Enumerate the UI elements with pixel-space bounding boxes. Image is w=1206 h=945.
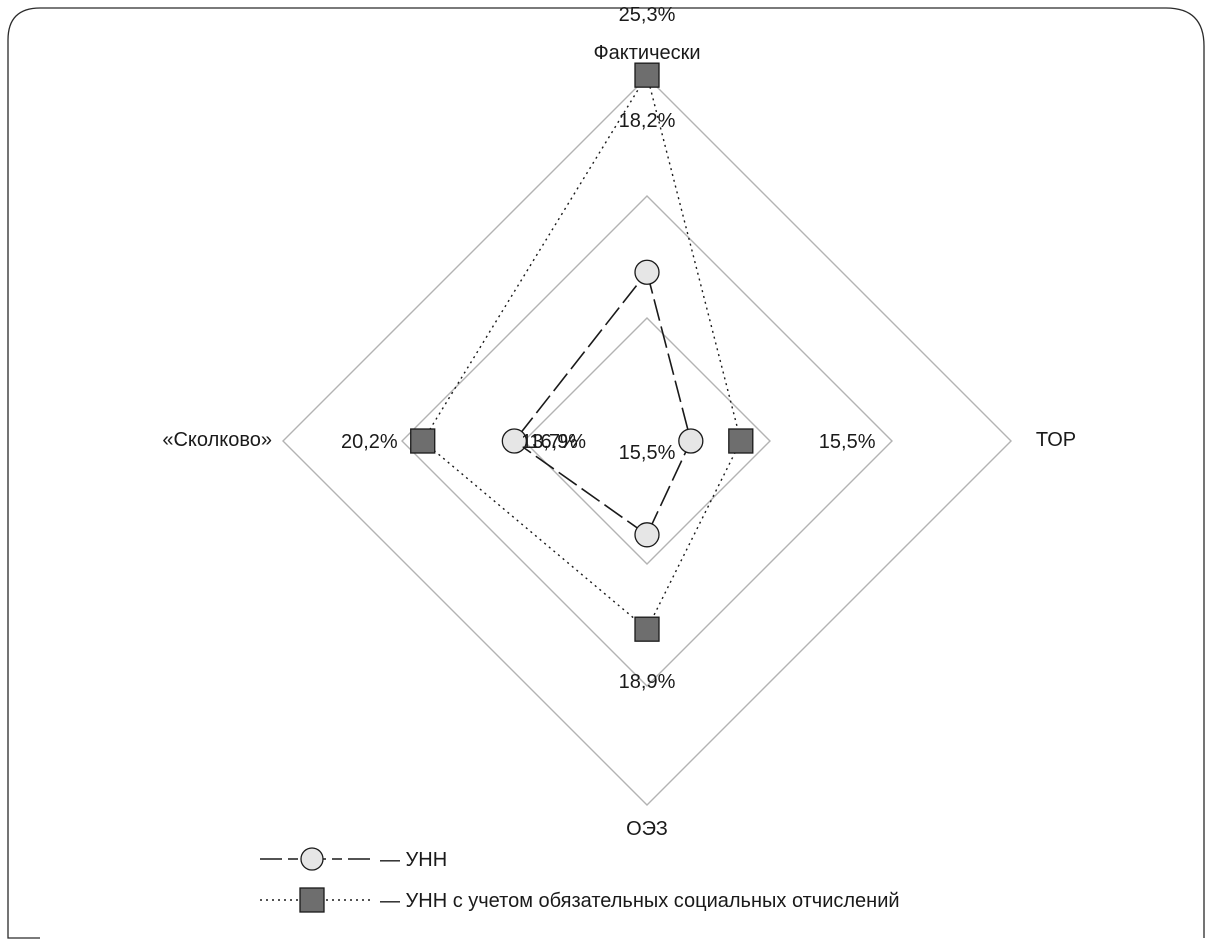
- legend-swatch-square: [299, 887, 325, 913]
- data-point-unn-social-3: [410, 428, 436, 454]
- data-label-unn-social-1: 15,5%: [819, 431, 876, 453]
- data-point-unn-social-2: [634, 616, 660, 642]
- data-point-unn-3: [501, 428, 527, 454]
- radar-series-layer: [410, 62, 754, 642]
- series-line-unn: [513, 270, 692, 537]
- data-label-unn-3: 16,9%: [529, 431, 586, 453]
- axis-label-right: ТОР: [1036, 429, 1076, 451]
- data-label-unn-social-0: 25,3%: [619, 4, 676, 26]
- radar-labels-layer: 25,3% 15,5% 18,9% 20,2% 18,2% 13,7% 15,5% 16,9%: [341, 4, 876, 693]
- axis-label-left: «Сколково»: [162, 429, 272, 451]
- data-label-unn-1: 13,7%: [521, 431, 578, 453]
- axis-label-top: Фактически: [593, 42, 700, 64]
- data-label-unn-social-3: 20,2%: [341, 431, 398, 453]
- data-label-unn-social-2: 18,9%: [619, 671, 676, 693]
- legend-label-unn-social: — УНН с учетом обязательных социальных о…: [380, 890, 900, 912]
- data-point-unn-0: [634, 259, 660, 285]
- legend-swatch-circle: [300, 847, 324, 871]
- data-point-unn-1: [678, 428, 704, 454]
- data-label-unn-2: 15,5%: [619, 442, 676, 464]
- axis-label-bottom: ОЭЗ: [626, 818, 668, 840]
- data-label-unn-0: 18,2%: [619, 110, 676, 132]
- series-line-unn-social: [421, 73, 742, 631]
- grid-ring-1: [523, 317, 771, 565]
- legend-label-unn: — УНН: [380, 849, 447, 871]
- radar-grid: [282, 76, 1012, 806]
- data-point-unn-2: [634, 522, 660, 548]
- grid-ring-2: [401, 195, 893, 687]
- axis-labels: Фактически ТОР ОЭЗ «Сколково»: [162, 42, 1076, 840]
- legend: — УНН — УНН с учетом обязательных социал…: [260, 847, 900, 913]
- figure-frame: [7, 7, 1205, 939]
- legend-item-unn-social: — УНН с учетом обязательных социальных о…: [260, 887, 900, 913]
- grid-ring-3: [282, 76, 1012, 806]
- legend-item-unn: — УНН: [260, 847, 447, 871]
- data-point-unn-social-1: [728, 428, 754, 454]
- data-point-unn-social-0: [634, 62, 660, 88]
